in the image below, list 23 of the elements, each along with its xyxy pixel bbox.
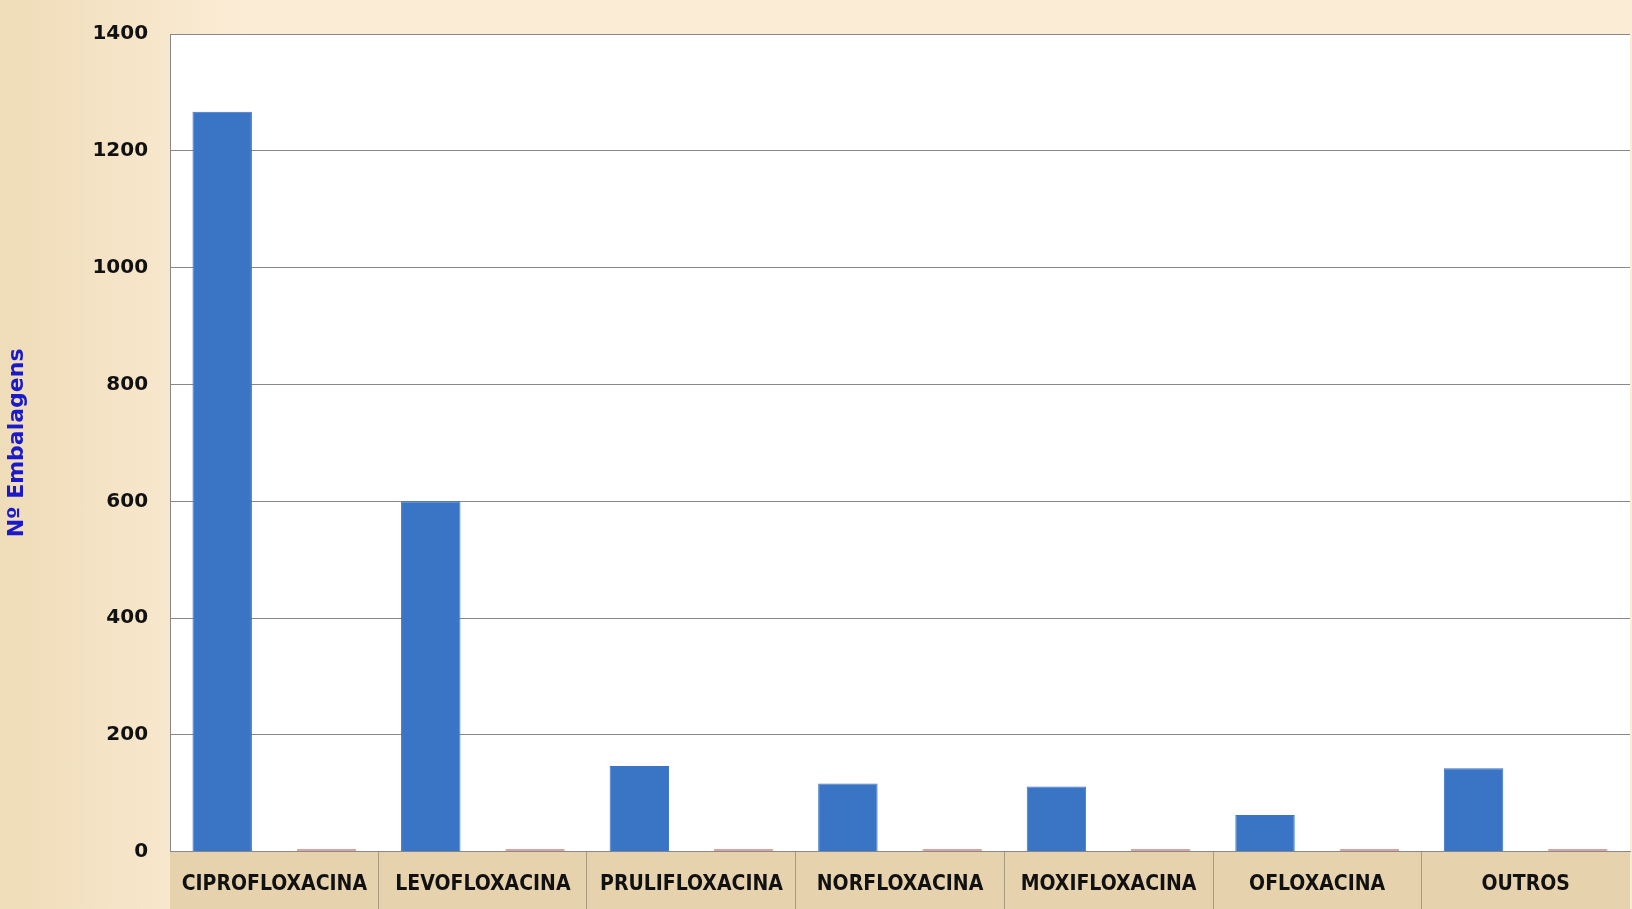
x-tick-label: OUTROS: [1481, 870, 1570, 895]
bar: [401, 501, 461, 852]
y-axis-title: Nº Embalagens: [2, 348, 28, 538]
y-tick-label: 600: [106, 487, 149, 512]
x-tick-label: CIPROFLOXACINA: [181, 870, 368, 895]
bar: [818, 783, 878, 852]
bar: [609, 765, 670, 852]
bar: [1443, 768, 1504, 852]
y-tick-label: 200: [106, 721, 149, 746]
bar: [192, 111, 252, 852]
bar: [1026, 786, 1087, 852]
x-tick-label: MOXIFLOXACINA: [1020, 870, 1197, 895]
x-tick-label: NORFLOXACINA: [816, 870, 984, 895]
x-tick-label: OFLOXACINA: [1249, 870, 1386, 895]
y-tick-label: 1000: [92, 253, 149, 278]
y-tick-label: 1400: [92, 20, 149, 45]
bar: [1235, 815, 1295, 852]
y-tick-label: 400: [106, 604, 149, 629]
y-tick-label: 0: [134, 838, 149, 862]
x-tick-label: PRULIFLOXACINA: [600, 870, 784, 895]
x-tick-label: LEVOFLOXACINA: [395, 870, 571, 895]
y-tick-label: 1200: [92, 137, 149, 162]
y-tick-label: 800: [106, 370, 149, 395]
